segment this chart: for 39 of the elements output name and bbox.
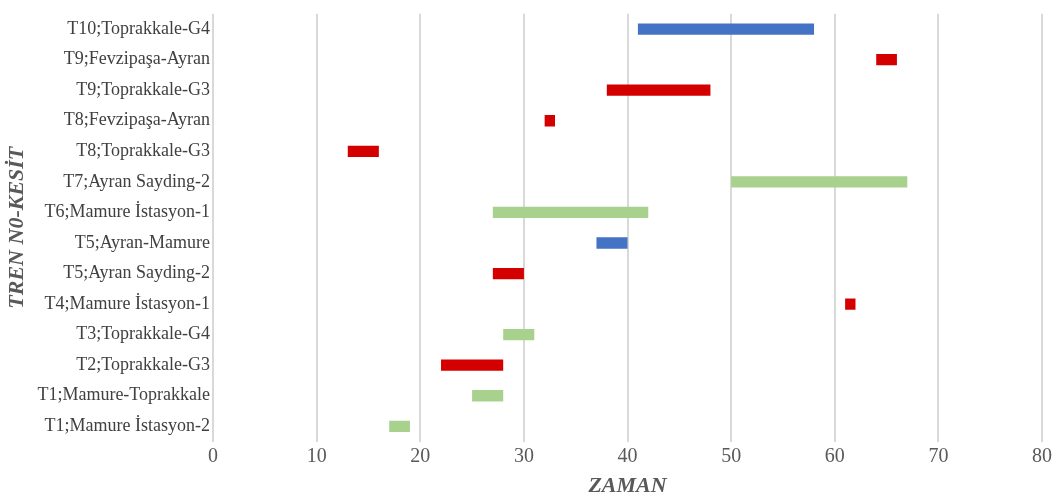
y-tick-label: T1;Mamure-Toprakkale	[37, 384, 211, 405]
bar	[492, 267, 524, 280]
y-tick-label: T10;Toprakkale-G4	[67, 17, 211, 38]
x-tick-label: 60	[824, 443, 845, 466]
bar	[845, 298, 856, 310]
bar	[492, 206, 649, 219]
bar	[606, 84, 711, 96]
bar	[347, 145, 379, 157]
x-tick-label: 30	[513, 443, 534, 466]
y-tick-label: T2;Toprakkale-G3	[76, 353, 211, 374]
bar	[472, 390, 504, 402]
bar	[389, 420, 410, 432]
y-tick-label: T8;Toprakkale-G3	[76, 140, 211, 161]
bar	[876, 53, 897, 66]
x-tick-label: 0	[208, 443, 219, 466]
y-axis-title: TREN N0-KESİT	[2, 145, 28, 309]
y-tick-label: T4;Mamure İstasyon-1	[44, 292, 211, 313]
x-tick-label: 50	[721, 443, 742, 466]
bar	[731, 176, 908, 188]
bar	[503, 329, 535, 341]
y-tick-label: T8;Fevzipaşa-Ayran	[63, 109, 211, 130]
y-tick-label: T6;Mamure İstasyon-1	[44, 201, 211, 222]
y-tick-label: T9;Toprakkale-G3	[76, 78, 211, 99]
x-tick-label: 40	[617, 443, 638, 466]
y-tick-label: T1;Mamure İstasyon-2	[44, 415, 211, 436]
y-tick-label: T9;Fevzipaşa-Ayran	[63, 48, 211, 69]
y-tick-label: T5;Ayran Sayding-2	[63, 262, 211, 283]
bar	[637, 23, 815, 35]
x-axis-title: ZAMAN	[587, 472, 668, 498]
x-tick-label: 20	[410, 443, 431, 466]
bar	[441, 359, 504, 371]
x-tick-label: 70	[928, 443, 949, 466]
bar	[596, 237, 628, 249]
bar	[544, 115, 555, 127]
y-tick-label: T7;Ayran Sayding-2	[63, 170, 211, 191]
x-tick-label: 80	[1032, 443, 1052, 466]
y-tick-label: T3;Toprakkale-G4	[76, 323, 211, 344]
y-tick-label: T5;Ayran-Mamure	[74, 231, 211, 252]
x-tick-label: 10	[306, 443, 327, 466]
